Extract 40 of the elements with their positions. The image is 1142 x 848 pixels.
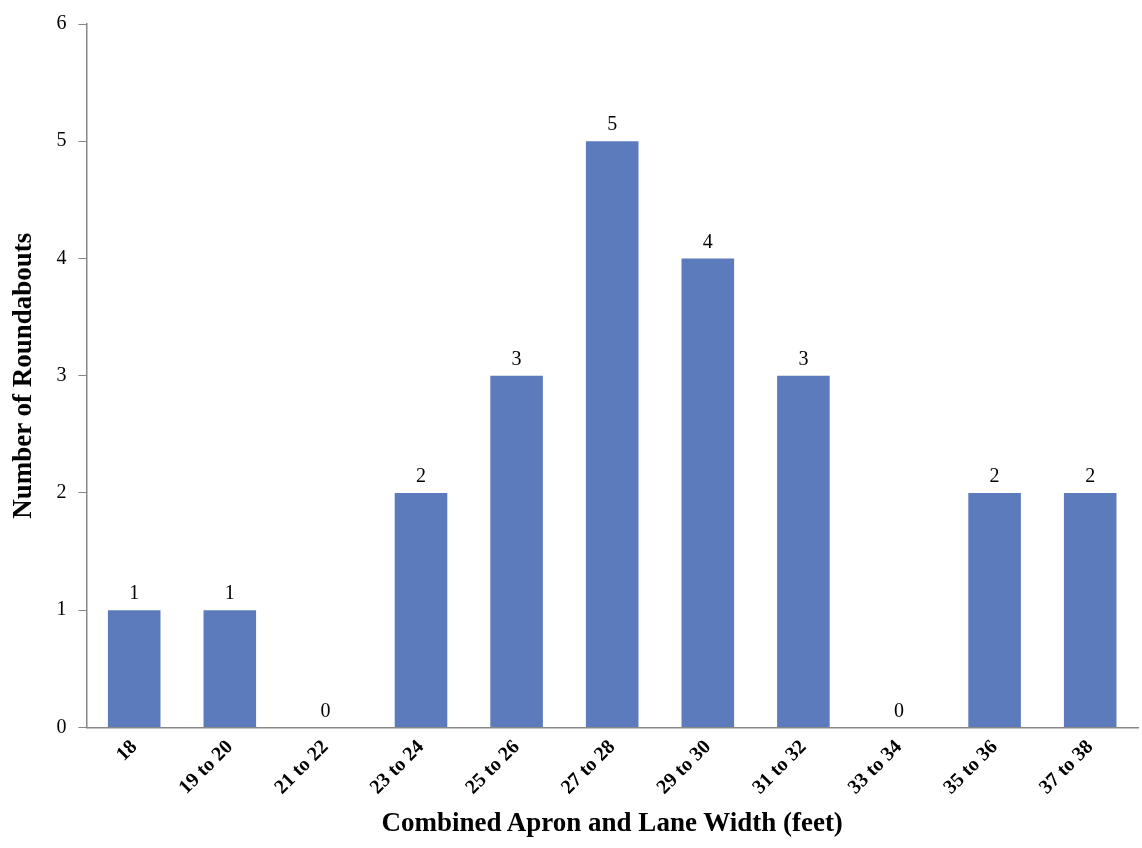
data-label: 2 — [989, 464, 1000, 487]
bar — [968, 493, 1021, 727]
y-tick-label: 0 — [56, 714, 67, 737]
bar — [681, 258, 735, 727]
y-tick-label: 5 — [56, 128, 67, 151]
data-label: 0 — [894, 698, 904, 721]
y-tick-label: 6 — [56, 11, 67, 34]
x-tick-label: 19 to 20 — [173, 734, 237, 798]
y-tick-label: 4 — [56, 245, 67, 268]
x-tick-label: 29 to 30 — [651, 734, 715, 798]
bar — [107, 610, 161, 727]
x-axis-title: Combined Apron and Lane Width (feet) — [381, 806, 843, 837]
data-label: 3 — [798, 347, 809, 369]
x-tick-label: 31 to 32 — [747, 734, 810, 798]
x-tick-label: 37 to 38 — [1033, 734, 1097, 798]
data-label: 4 — [702, 229, 713, 252]
y-tick-label: 3 — [56, 363, 67, 385]
data-label: 3 — [511, 347, 522, 369]
x-tick-label: 33 to 34 — [842, 734, 906, 798]
x-tick-label: 27 to 28 — [555, 734, 619, 798]
data-label: 2 — [416, 464, 426, 487]
y-tick-label: 2 — [56, 480, 67, 503]
y-axis-title: Number of Roundabouts — [7, 232, 38, 519]
y-tick-label: 1 — [56, 597, 67, 620]
bar — [1063, 493, 1117, 727]
x-tick-label: 35 to 36 — [938, 734, 1002, 798]
x-tick-label: 18 — [110, 734, 141, 765]
bar — [777, 375, 830, 727]
x-tick-label: 23 to 24 — [364, 734, 428, 798]
data-label: 1 — [224, 581, 235, 604]
data-label: 0 — [320, 698, 331, 721]
x-tick-label: 21 to 22 — [269, 734, 332, 798]
bar — [203, 610, 257, 727]
data-label: 2 — [1085, 464, 1096, 487]
data-label: 1 — [129, 581, 140, 604]
bar — [490, 375, 543, 727]
data-label: 5 — [607, 112, 618, 135]
bar — [394, 493, 448, 727]
bar — [585, 141, 639, 727]
x-tick-label: 25 to 26 — [460, 734, 524, 798]
